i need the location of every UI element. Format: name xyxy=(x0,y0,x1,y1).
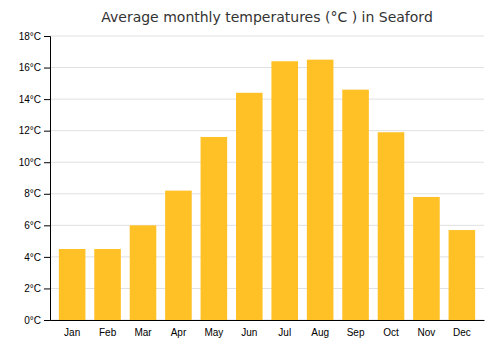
tick-label: May xyxy=(204,327,223,338)
tick-label: Apr xyxy=(171,327,187,338)
grid-line xyxy=(50,130,484,131)
tick-label: 0°C xyxy=(24,315,41,326)
tick-label: Aug xyxy=(311,327,329,338)
tick: 10°C xyxy=(19,157,50,168)
tick-label: Feb xyxy=(99,327,117,338)
tick-label: Dec xyxy=(453,327,471,338)
tick: Oct xyxy=(383,327,399,338)
bar xyxy=(271,61,298,320)
bar xyxy=(413,197,440,320)
tick: Jul xyxy=(278,327,291,338)
grid-line xyxy=(50,67,484,68)
grid-line xyxy=(50,99,484,100)
tick: Jan xyxy=(64,327,80,338)
tick: 18°C xyxy=(19,31,50,42)
tick-mark xyxy=(44,131,50,132)
tick-label: 8°C xyxy=(24,188,41,199)
grid-line xyxy=(50,36,484,37)
bar xyxy=(165,191,192,320)
bar xyxy=(94,249,121,320)
axis-line xyxy=(44,37,51,321)
tick: May xyxy=(204,327,223,338)
tick-label: 12°C xyxy=(19,125,41,136)
bar xyxy=(236,93,263,320)
tick-label: 2°C xyxy=(24,283,41,294)
grid-line xyxy=(50,162,484,163)
tick-label: Jul xyxy=(278,327,291,338)
grid-line xyxy=(50,193,484,194)
y-axis: 0°C 2°C 4°C 6°C 8°C 10°C 12°C 14°C 16°C 18°C xyxy=(19,31,51,326)
tick: Feb xyxy=(99,327,117,338)
tick: Sep xyxy=(347,327,365,338)
tick: Nov xyxy=(418,327,436,338)
tick: 6°C xyxy=(24,220,50,231)
tick-label: 18°C xyxy=(19,31,41,42)
tick: 8°C xyxy=(24,188,50,199)
axis-line xyxy=(51,320,485,321)
tick-label: 14°C xyxy=(19,94,41,105)
tick-label: Nov xyxy=(418,327,436,338)
bar xyxy=(130,225,157,320)
tick: 2°C xyxy=(24,283,50,294)
tick-label: 16°C xyxy=(19,62,41,73)
tick-label: Jun xyxy=(241,327,257,338)
tick: 4°C xyxy=(24,252,50,263)
tick-mark xyxy=(44,320,50,321)
tick-label: 10°C xyxy=(19,157,41,168)
title: Average monthly temperatures (°C ) in Se… xyxy=(101,9,433,25)
grid xyxy=(50,36,484,320)
tick-label: Mar xyxy=(134,327,152,338)
tick-label: Sep xyxy=(347,327,365,338)
bar xyxy=(201,137,228,320)
tick-label: Jan xyxy=(64,327,80,338)
tick-label: Oct xyxy=(383,327,399,338)
tick: Dec xyxy=(453,327,471,338)
plot: 0°C 2°C 4°C 6°C 8°C 10°C 12°C 14°C 16°C 18°C Jan Fe… xyxy=(19,31,485,338)
tick-mark xyxy=(44,36,50,37)
x-axis: Jan Feb Mar Apr May Jun Jul Aug Sep Oct Nov Dec xyxy=(51,321,485,339)
tick-label: 6°C xyxy=(24,220,41,231)
bar xyxy=(378,132,405,320)
bar xyxy=(449,230,476,320)
tick: 14°C xyxy=(19,94,50,105)
tick-mark xyxy=(44,288,50,289)
tick: Jun xyxy=(241,327,257,338)
tick: 16°C xyxy=(19,62,50,73)
bar xyxy=(59,249,86,320)
tick-mark xyxy=(44,99,50,100)
bars xyxy=(59,60,475,320)
bar xyxy=(307,60,334,320)
tick: Mar xyxy=(134,327,152,338)
tick-mark xyxy=(44,225,50,226)
tick-mark xyxy=(44,257,50,258)
tick: Aug xyxy=(311,327,329,338)
chart: 0°C 2°C 4°C 6°C 8°C 10°C 12°C 14°C 16°C 18°C Jan Fe… xyxy=(0,0,500,350)
tick-mark xyxy=(44,162,50,163)
bar xyxy=(342,90,369,320)
tick: 0°C xyxy=(24,315,50,326)
tick: 12°C xyxy=(19,125,50,136)
tick-mark xyxy=(44,68,50,69)
tick-mark xyxy=(44,194,50,195)
tick-label: 4°C xyxy=(24,252,41,263)
tick: Apr xyxy=(171,327,187,338)
